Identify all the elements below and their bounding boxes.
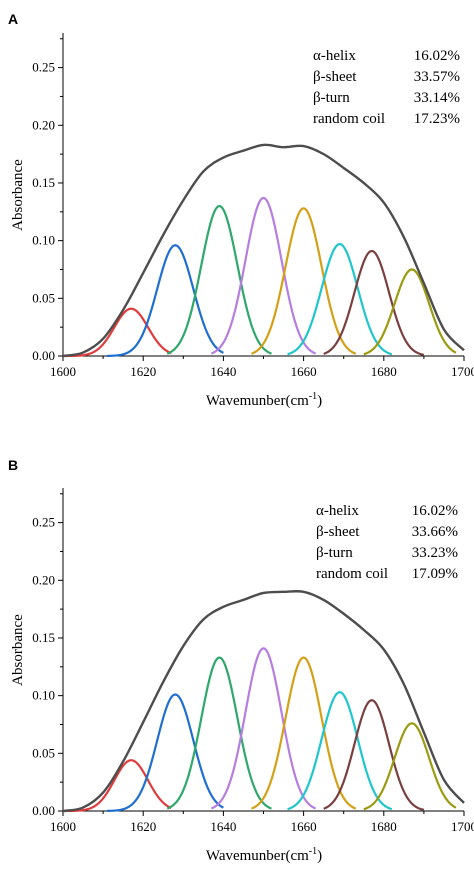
band-curve-3: [166, 656, 272, 810]
y-tick-label: 0.25: [32, 60, 55, 75]
annotation-name-turn: β-turn: [313, 90, 350, 106]
x-tick-label: 1600: [50, 364, 76, 379]
annotation-value-helix: 16.02%: [414, 48, 460, 64]
x-axis-title-close: ): [317, 393, 322, 409]
band-curve-4: [210, 647, 317, 810]
annotation-value-coil: 17.09%: [412, 566, 458, 582]
plot-area: 1600 1620 1640 1660 1680 1700 0.00 0.05 0.10 0.15…: [32, 488, 474, 834]
x-axis-title-sup: -1: [309, 846, 317, 857]
band-curve-8: [363, 722, 457, 811]
annotation-value-coil: 17.23%: [414, 111, 460, 127]
x-axis-title: Wavemunber(cm-1): [206, 391, 322, 409]
x-tick-label: 1680: [371, 364, 397, 379]
y-axis-title: Absorbance: [10, 159, 26, 231]
y-axis-title: Absorbance: [10, 614, 26, 686]
x-tick-label: 1700: [451, 819, 474, 834]
annotation-block: α-helix 16.02% β-sheet 33.66% β-turn 33.…: [316, 503, 458, 582]
y-tick-label: 0.05: [32, 290, 55, 305]
x-axis-title-main: Wavemunber(cm: [206, 393, 309, 409]
band-curve-2: [107, 244, 224, 358]
plot-area: 1600 1620 1640 1660 1680 1700 0.00 0.05 0.10 0.15…: [32, 33, 474, 379]
annotation-value-turn: 33.14%: [414, 90, 460, 106]
x-tick-label: 1660: [291, 364, 317, 379]
y-tick-label: 0.05: [32, 745, 55, 760]
annotation-value-helix: 16.02%: [412, 503, 458, 519]
band-curve-3: [166, 204, 272, 355]
annotation-name-sheet: β-sheet: [316, 524, 360, 540]
band-curve-1: [62, 759, 172, 813]
x-tick-label: 1620: [130, 819, 156, 834]
band-curve-6: [287, 691, 393, 811]
annotation-value-sheet: 33.66%: [412, 524, 458, 540]
x-tick-label: 1640: [210, 819, 236, 834]
band-curve-4: [210, 196, 317, 355]
band-curve-6: [287, 243, 393, 356]
panel-label: A: [8, 11, 18, 27]
y-tick-label: 0.20: [32, 572, 55, 587]
annotation-name-helix: α-helix: [313, 48, 356, 64]
y-tick-label: 0.20: [32, 117, 55, 132]
x-tick-label: 1680: [371, 819, 397, 834]
annotation-value-sheet: 33.57%: [414, 69, 460, 85]
x-tick-label: 1700: [451, 364, 474, 379]
panel-a: A 1600 1620 1640 1660 1680 1700 0.00 0.05 0.10 0.…: [8, 11, 474, 409]
y-tick-label: 0.00: [32, 803, 55, 818]
y-tick-label: 0.15: [32, 175, 55, 190]
x-tick-label: 1660: [291, 819, 317, 834]
y-tick-label: 0.25: [32, 515, 55, 530]
annotation-name-turn: β-turn: [316, 545, 353, 561]
annotation-value-turn: 33.23%: [412, 545, 458, 561]
y-tick-label: 0.00: [32, 348, 55, 363]
annotation-name-coil: random coil: [316, 566, 388, 582]
band-curve-7: [323, 699, 425, 811]
x-tick-label: 1620: [130, 364, 156, 379]
x-axis-title-sup: -1: [309, 391, 317, 402]
y-tick-label: 0.15: [32, 630, 55, 645]
band-curve-5: [251, 207, 357, 355]
annotation-name-helix: α-helix: [316, 503, 359, 519]
x-tick-label: 1640: [210, 364, 236, 379]
band-curve-7: [323, 249, 425, 356]
envelope-curve: [62, 589, 465, 813]
band-curve-2: [107, 693, 224, 813]
annotation-name-sheet: β-sheet: [313, 69, 357, 85]
annotation-name-coil: random coil: [313, 111, 385, 127]
x-axis-title-main: Wavemunber(cm: [206, 848, 309, 864]
band-curve-8: [363, 268, 457, 356]
band-curve-5: [251, 656, 357, 810]
x-axis-title-close: ): [317, 848, 322, 864]
y-tick-label: 0.10: [32, 688, 55, 703]
envelope-curve: [62, 143, 465, 358]
x-axis-title: Wavemunber(cm-1): [206, 846, 322, 864]
x-tick-label: 1600: [50, 819, 76, 834]
band-curve-1: [62, 307, 172, 358]
y-tick-label: 0.10: [32, 233, 55, 248]
panel-label: B: [8, 457, 18, 473]
panel-b: B 1600 1620 1640 1660 1680 1700 0.00 0.05 0.10 0.…: [8, 457, 474, 864]
annotation-block: α-helix 16.02% β-sheet 33.57% β-turn 33.…: [313, 48, 460, 127]
